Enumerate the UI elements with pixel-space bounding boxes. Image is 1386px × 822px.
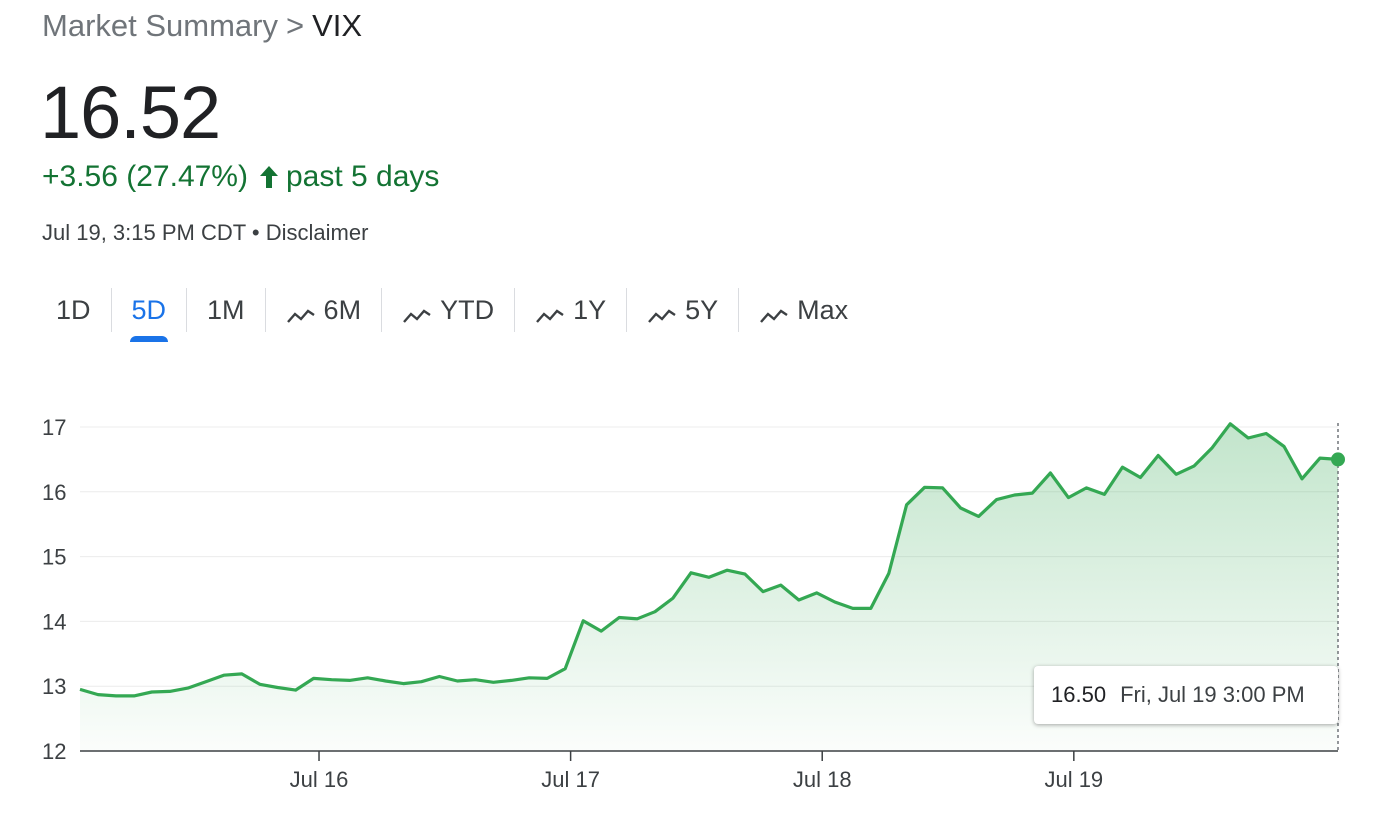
- disclaimer-link[interactable]: Disclaimer: [265, 220, 369, 245]
- trend-icon: [402, 301, 432, 323]
- tab-label: 1Y: [573, 294, 607, 325]
- tab-label: 5D: [131, 294, 167, 325]
- x-tick-label: Jul 17: [541, 767, 600, 792]
- last-price-point: [1331, 452, 1345, 467]
- tab-divider: [186, 288, 188, 332]
- breadcrumb: Market Summary > VIX: [42, 8, 362, 44]
- x-tick-label: Jul 19: [1044, 767, 1103, 792]
- y-tick-label: 17: [42, 415, 66, 440]
- tab-1d[interactable]: 1D: [36, 284, 111, 336]
- quote-timestamp: Jul 19, 3:15 PM CDT • Disclaimer: [42, 220, 368, 246]
- price-line: [79, 422, 1339, 698]
- arrow-up-icon: [258, 164, 280, 190]
- trend-icon: [286, 301, 316, 323]
- change-value: +3.56 (27.47%): [42, 160, 248, 193]
- y-tick-label: 14: [42, 609, 66, 634]
- tab-label: Max: [797, 294, 849, 325]
- tab-divider: [264, 288, 266, 332]
- breadcrumb-parent-link[interactable]: Market Summary: [42, 8, 278, 43]
- tab-divider: [626, 288, 628, 332]
- y-tick-label: 16: [42, 480, 66, 505]
- tab-divider: [514, 288, 516, 332]
- tab-5y[interactable]: 5Y: [627, 284, 738, 336]
- tab-ytd[interactable]: YTD: [382, 284, 514, 336]
- trend-icon: [535, 301, 565, 323]
- chart-tooltip: 16.50 Fri, Jul 19 3:00 PM: [1034, 666, 1338, 724]
- tab-max[interactable]: Max: [739, 284, 868, 336]
- tab-label: 1D: [56, 294, 91, 325]
- tab-label: 1M: [207, 294, 245, 325]
- tooltip-value: 16.50: [1051, 682, 1107, 707]
- tab-label: YTD: [440, 294, 495, 325]
- tab-1m[interactable]: 1M: [187, 284, 265, 336]
- tab-divider: [110, 288, 112, 332]
- change-period: past 5 days: [285, 160, 440, 193]
- tooltip-date: Fri, Jul 19 3:00 PM: [1120, 682, 1305, 707]
- x-tick-label: Jul 18: [793, 767, 852, 792]
- timestamp-text: Jul 19, 3:15 PM CDT: [42, 220, 246, 245]
- separator-dot: •: [251, 220, 260, 245]
- current-price: 16.52: [40, 71, 221, 154]
- tab-5d[interactable]: 5D: [112, 284, 187, 342]
- price-change: +3.56 (27.47%) past 5 days: [42, 160, 439, 194]
- y-tick-label: 13: [42, 674, 66, 699]
- tab-divider: [381, 288, 383, 332]
- trend-icon: [647, 301, 677, 323]
- trend-icon: [759, 301, 789, 323]
- breadcrumb-current: VIX: [312, 8, 363, 43]
- breadcrumb-separator: >: [285, 8, 305, 43]
- range-tabs: 1D 5D 1M 6M YTD 1Y 5Y Max: [36, 284, 868, 344]
- y-tick-label: 12: [42, 739, 66, 764]
- price-chart[interactable]: 12 13 14 15 16 17 Jul 16 Jul 17 Jul 18 Jul 19: [0, 380, 1386, 800]
- x-tick-label: Jul 16: [290, 767, 349, 792]
- tab-divider: [738, 288, 740, 332]
- tab-label: 6M: [323, 294, 362, 325]
- tab-6m[interactable]: 6M: [266, 284, 382, 336]
- price-area: [80, 423, 1338, 751]
- tab-label: 5Y: [685, 294, 719, 325]
- y-tick-label: 15: [42, 545, 66, 570]
- tab-1y[interactable]: 1Y: [515, 284, 626, 336]
- active-tab-indicator: [129, 336, 168, 342]
